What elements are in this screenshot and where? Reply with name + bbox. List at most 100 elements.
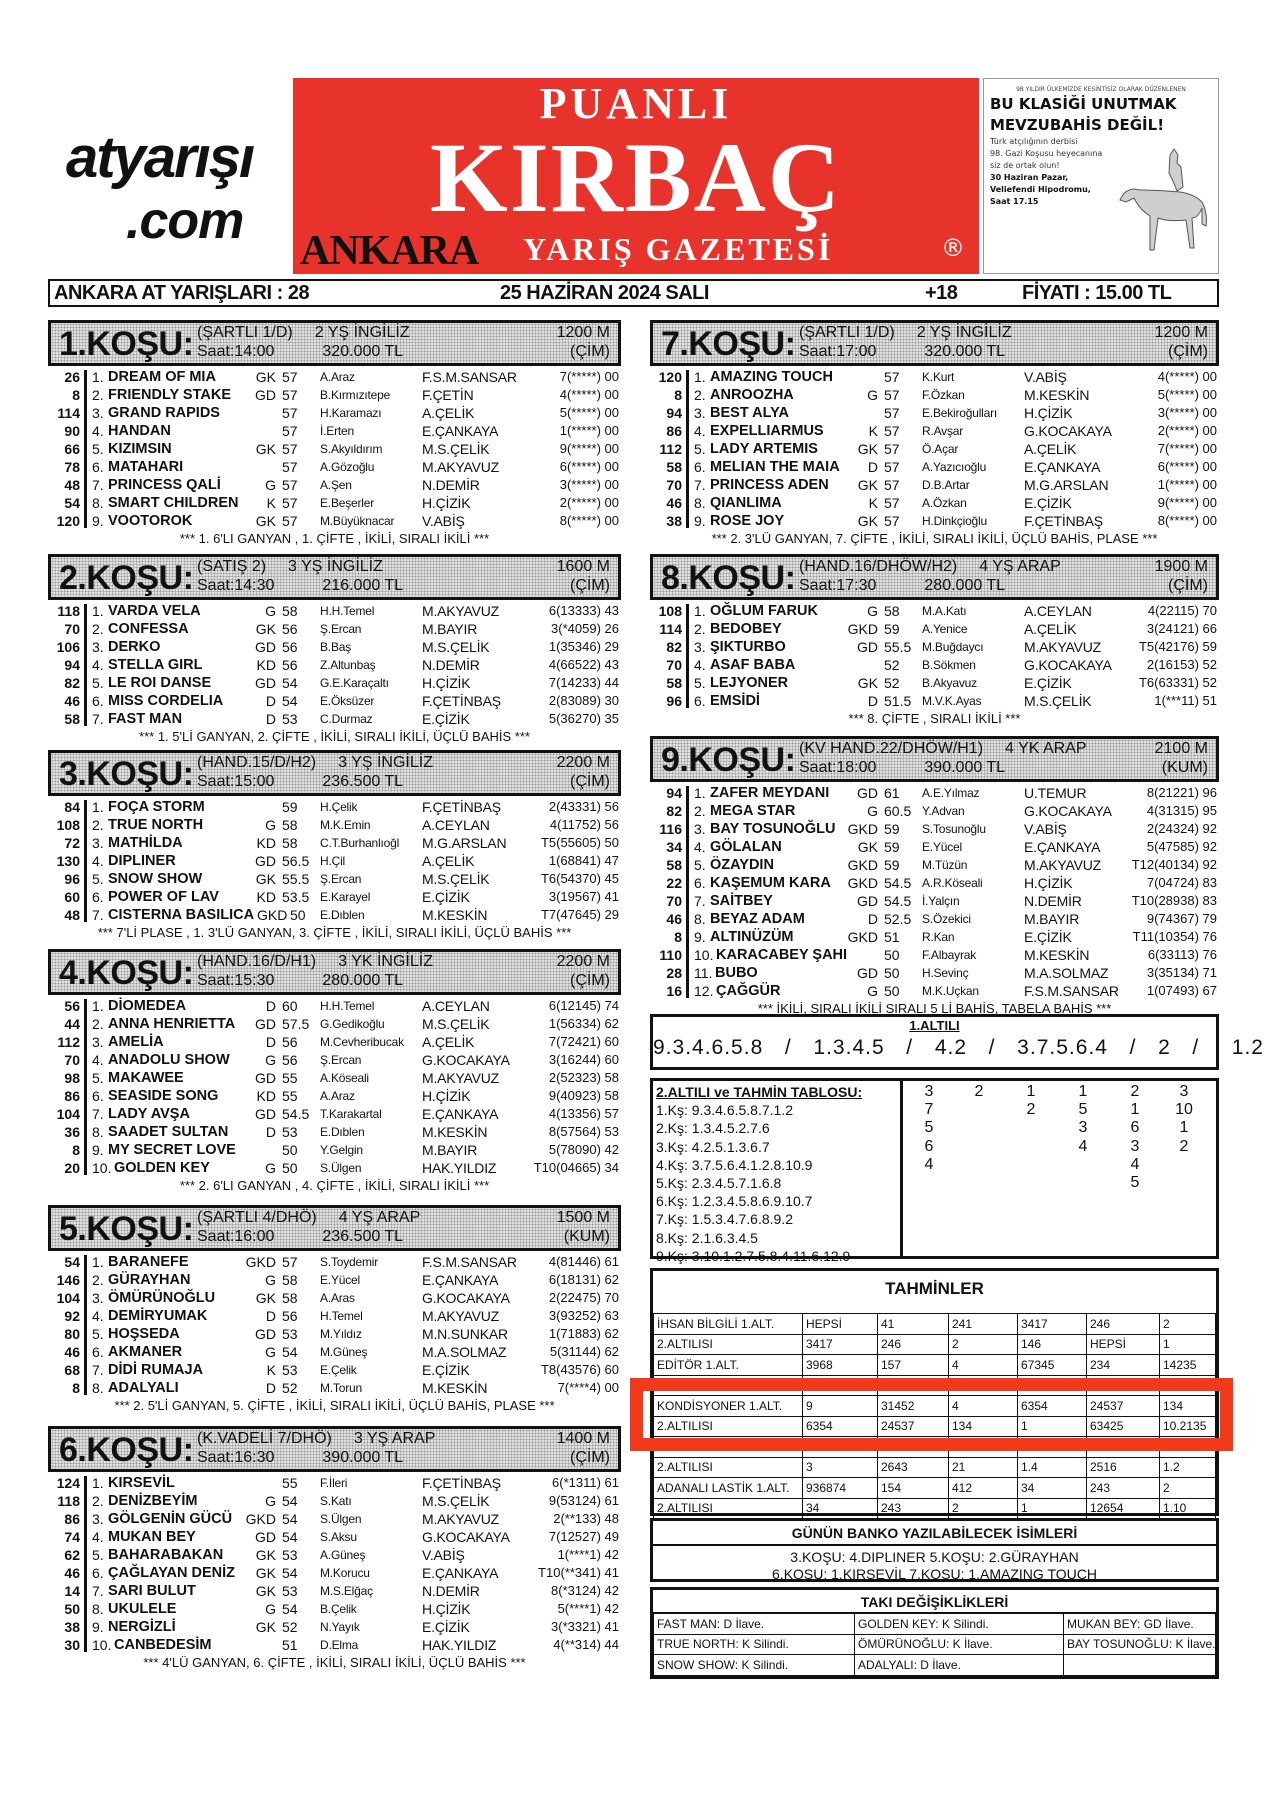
- program-number: 3.: [92, 639, 104, 655]
- handicap-points: 58: [666, 459, 682, 475]
- race-breed: 3 YK İNGİLİZ: [338, 953, 433, 970]
- handicap-points: 72: [64, 835, 80, 851]
- weight: 56: [282, 1308, 298, 1324]
- jockey: A.Araz: [320, 1089, 355, 1103]
- horse-name: LEJYONER: [710, 675, 789, 691]
- program-number: 8.: [92, 1124, 104, 1140]
- program-number: 7.: [694, 477, 706, 493]
- runner-row: 70 4. ANADOLU SHOW G 56 Ş.Ercan G.KOCAKAYA 3(16…: [48, 1051, 621, 1069]
- runner-row: 56 1. DİOMEDEA D 60 H.H.Temel A.CEYLAN 6(12145)…: [48, 997, 621, 1015]
- runner-row: 104 3. ÖMÜRÜNOĞLU GK 58 A.Aras G.KOCAKAYA 2(224…: [48, 1289, 621, 1307]
- trainer: F.ÇETİNBAŞ: [1024, 513, 1103, 529]
- handicap-points: 8: [72, 1380, 80, 1396]
- form: T11(10354) 76: [1132, 929, 1217, 944]
- trainer: M.AKYAVUZ: [422, 1070, 500, 1086]
- program-number: 3.: [92, 835, 104, 851]
- trainer: A.CEYLAN: [1024, 603, 1092, 619]
- weight: 50: [290, 907, 306, 923]
- trainer: F.S.M.SANSAR: [422, 369, 517, 385]
- runner-list: 94 1. ZAFER MEYDANI GD 61 A.E.Yılmaz U.TEMUR 8(…: [650, 784, 1219, 1000]
- program-number: 2.: [92, 1272, 104, 1288]
- handicap-points: 36: [64, 1124, 80, 1140]
- program-number: 5.: [694, 441, 706, 457]
- trainer: M.BAYIR: [1024, 911, 1080, 927]
- program-number: 7.: [92, 477, 104, 493]
- form: 8(21221) 96: [1146, 785, 1217, 800]
- race-header: 6.KOŞU: (K.VADELİ 7/DHÖ) 3 YŞ ARAP Saat:16:…: [48, 1426, 621, 1472]
- tahmin-row: 2.ALTILISI 34 243 2 1 12654 1.10: [653, 1497, 1216, 1519]
- trainer: E.ÇANKAYA: [422, 1565, 499, 1581]
- equipment: KD: [256, 657, 276, 673]
- runner-list: 124 1. KIRSEVİL 55 F.İleri F.ÇETİNBAŞ 6(*1311)…: [48, 1474, 621, 1654]
- runner-row: 120 1. AMAZING TOUCH 57 K.Kurt V.ABİŞ 4(*****)…: [650, 368, 1219, 386]
- form: 5(36270) 35: [548, 711, 619, 726]
- handicap-points: 48: [64, 907, 80, 923]
- horse-name: GÖLGENİN GÜCÜ: [108, 1511, 233, 1527]
- jockey: E.Dıblen: [320, 1125, 365, 1139]
- form: 6(*****) 00: [559, 459, 619, 474]
- tahmin-tablosu-title: 2.ALTILI ve TAHMİN TABLOSU:: [656, 1084, 863, 1100]
- jockey: H.Sevinç: [922, 966, 969, 980]
- weight: 53: [282, 1583, 298, 1599]
- tahmin-line: 5.Kş: 2.3.4.5.7.1.6.8: [656, 1175, 782, 1192]
- divider: [84, 1476, 87, 1652]
- weight: 56.5: [282, 853, 310, 869]
- runner-row: 116 3. BAY TOSUNOĞLU GKD 59 S.Tosunoğlu V.ABİŞ…: [650, 820, 1219, 838]
- handicap-points: 118: [57, 603, 80, 619]
- horse-name: KARACABEY ŞAHI: [716, 947, 848, 963]
- runner-row: 8 8. ADALYALI D 52 M.Torun M.KESKİN 7(****4) 00: [48, 1379, 621, 1397]
- runner-row: 58 5. ÖZAYDIN GKD 59 M.Tüzün M.AKYAVUZ T12(4013…: [650, 856, 1219, 874]
- race-prize: 390.000 TL: [322, 1449, 404, 1466]
- weight: 54: [282, 693, 298, 709]
- tahmin-value: 1.4: [1017, 1456, 1087, 1478]
- equipment: K: [868, 423, 878, 439]
- horse-name: MEGA STAR: [710, 803, 796, 819]
- equipment: GK: [857, 513, 878, 529]
- horse-name: ÖZAYDIN: [710, 857, 774, 873]
- tahmin-pick: 6: [1130, 1119, 1140, 1137]
- jockey: M.Buğdaycı: [922, 640, 984, 654]
- race-condition-line: (HAND.16/DHÖW/H2) 4 YŞ ARAP: [799, 558, 1061, 576]
- race-condition-line: (ŞARTLI 1/D) 2 YŞ İNGİLİZ: [799, 324, 1012, 342]
- logo-text: atyarışı: [66, 125, 255, 190]
- tahmin-value: 134: [1159, 1395, 1216, 1417]
- program-number: 3.: [92, 1290, 104, 1306]
- tipster-name: ADANALI LASTİK 1.ALT.: [653, 1477, 803, 1499]
- weight: 57: [282, 405, 298, 421]
- program-number: 12.: [694, 983, 714, 999]
- form: 4(81446) 61: [548, 1254, 619, 1269]
- horse-name: POWER OF LAV: [108, 889, 219, 905]
- jockey: D.Elma: [320, 1638, 359, 1652]
- form: 3(*****) 00: [1157, 405, 1217, 420]
- weight: 59: [884, 839, 900, 855]
- form: 1(68841) 47: [548, 853, 619, 868]
- gazi-kosusu-ad: 98 YILDIR ÜLKEMİZDE KESİNTİSİZ OLARAK DÜ…: [983, 78, 1219, 274]
- race-surface: (ÇİM): [570, 577, 610, 594]
- weight: 56: [282, 639, 298, 655]
- race-9: 9.KOŞU: (KV HAND.22/DHÖW/H1) 4 YK ARAP Saat…: [650, 736, 1219, 1018]
- tahmin-value: 146: [1017, 1333, 1087, 1355]
- runner-row: 94 4. STELLA GIRL KD 56 Z.Altunbaş N.DEMİR 4(66…: [48, 656, 621, 674]
- horse-name: EMSİDİ: [710, 693, 760, 709]
- program-number: 3.: [694, 639, 706, 655]
- handicap-points: 80: [64, 1326, 80, 1342]
- trainer: F.ÇETİNBAŞ: [422, 693, 501, 709]
- equipment: K: [266, 1362, 276, 1378]
- runner-list: 120 1. AMAZING TOUCH 57 K.Kurt V.ABİŞ 4(*****)…: [650, 368, 1219, 530]
- handicap-points: 8: [72, 1142, 80, 1158]
- race-time-line: Saat:16:30 390.000 TL: [197, 1449, 403, 1467]
- race-title: 7.KOŞU:: [661, 325, 796, 363]
- weight: 50: [884, 983, 900, 999]
- equipment: GK: [255, 1547, 276, 1563]
- weight: 57: [884, 423, 900, 439]
- horse-name: GÜRAYHAN: [108, 1272, 191, 1288]
- program-number: 1.: [92, 799, 104, 815]
- program-number: 8.: [92, 1380, 104, 1396]
- tahmin-pick: 2: [1130, 1083, 1140, 1100]
- weight: 57: [282, 477, 298, 493]
- program-number: 7.: [92, 1362, 104, 1378]
- weight: 55: [282, 1475, 298, 1491]
- horse-name: MATHİLDA: [108, 835, 183, 851]
- runner-row: 50 8. UKULELE G 54 B.Çelik H.ÇİZİK 5(****1) 42: [48, 1600, 621, 1618]
- tahmin-value: 1: [1159, 1333, 1216, 1355]
